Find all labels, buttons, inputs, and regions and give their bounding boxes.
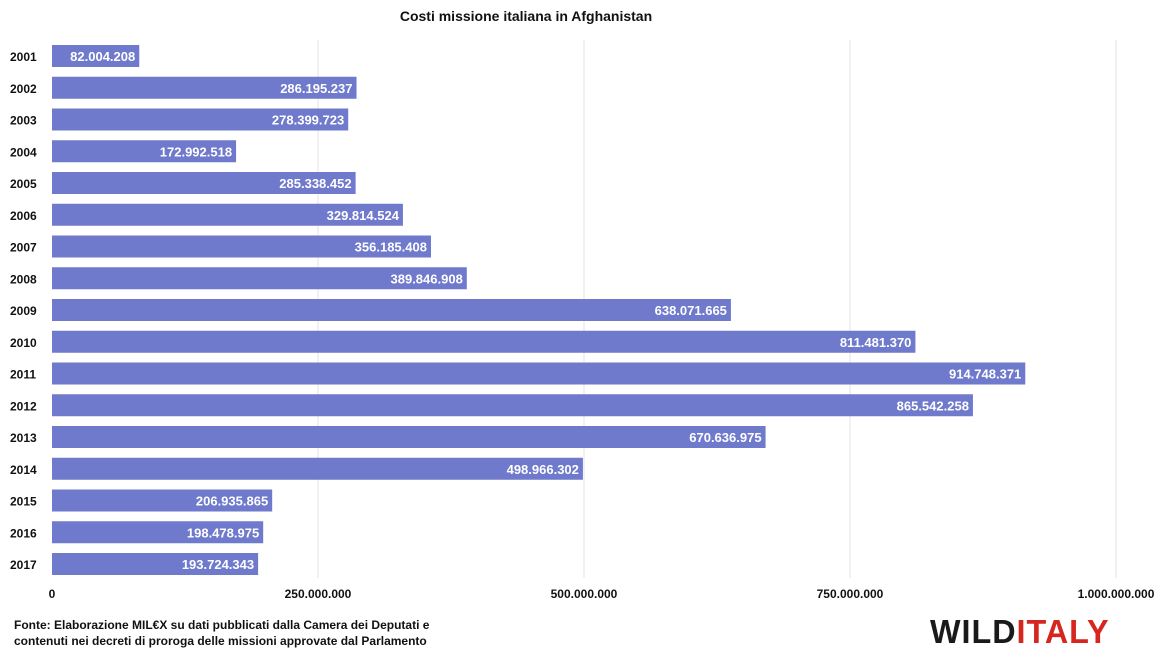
bar-value-label: 811.481.370 xyxy=(840,335,912,350)
bar xyxy=(52,76,357,99)
bar xyxy=(52,394,973,417)
bar-value-label: 389.846.908 xyxy=(391,271,463,286)
wilditaly-logo: WILDITALY xyxy=(930,613,1110,651)
bar-value-label: 198.478.975 xyxy=(187,525,259,540)
bar-value-label: 285.338.452 xyxy=(279,176,351,191)
x-tick-label: 750.000.000 xyxy=(817,587,884,601)
chart-title: Costi missione italiana in Afghanistan xyxy=(399,8,653,24)
y-category-label: 2005 xyxy=(10,177,37,191)
bar xyxy=(52,457,583,480)
footnote-line-2: contenuti nei decreti di proroga delle m… xyxy=(14,634,427,648)
bar xyxy=(52,108,349,131)
y-category-label: 2008 xyxy=(10,272,37,286)
y-category-label: 2013 xyxy=(10,431,37,445)
y-category-label: 2002 xyxy=(10,82,37,96)
y-category-label: 2016 xyxy=(10,526,37,540)
bar-value-label: 914.748.371 xyxy=(949,367,1021,382)
y-category-label: 2009 xyxy=(10,304,37,318)
y-category-label: 2007 xyxy=(10,241,37,255)
bar xyxy=(52,172,356,194)
bar-value-label: 206.935.865 xyxy=(196,494,268,509)
y-category-label: 2001 xyxy=(10,50,37,64)
bar xyxy=(52,299,731,321)
logo-italy: ITALY xyxy=(1016,613,1110,650)
bar xyxy=(52,553,259,575)
logo-wild: WILD xyxy=(930,613,1017,650)
bar-value-label: 286.195.237 xyxy=(280,81,352,96)
bar-value-label: 356.185.408 xyxy=(355,240,427,255)
bar-value-label: 172.992.518 xyxy=(160,144,232,159)
bar xyxy=(52,362,1026,385)
bar-value-label: 278.399.723 xyxy=(272,113,344,128)
bars: 82.004.208 286.195.237 278.399.723 172.992.… xyxy=(52,45,1026,575)
bar-value-label: 670.636.975 xyxy=(689,430,761,445)
y-category-label: 2006 xyxy=(10,209,37,223)
bar xyxy=(52,140,237,163)
x-axis-labels: 0 250.000.000 500.000.000 750.000.000 1.000.… xyxy=(49,587,1155,601)
bar-value-label: 865.542.258 xyxy=(897,398,969,413)
x-tick-label: 1.000.000.000 xyxy=(1078,587,1155,601)
x-tick-label: 500.000.000 xyxy=(551,587,618,601)
y-axis-labels: 2001 2002 2003 2004 2005 2006 2007 2008 2009 2010… xyxy=(10,50,37,572)
bar xyxy=(52,426,766,448)
bar xyxy=(52,330,916,353)
bar-value-label: 638.071.665 xyxy=(655,303,727,318)
bar-value-label: 329.814.524 xyxy=(327,208,400,223)
footnote-line-1: Fonte: Elaborazione MIL€X su dati pubbli… xyxy=(14,618,430,632)
bar xyxy=(52,45,140,67)
source-footnote: Fonte: Elaborazione MIL€X su dati pubbli… xyxy=(14,617,574,649)
y-category-label: 2017 xyxy=(10,558,37,572)
bar xyxy=(52,203,403,226)
y-category-label: 2012 xyxy=(10,399,37,413)
y-category-label: 2011 xyxy=(10,368,36,382)
bar xyxy=(52,267,467,290)
bar xyxy=(52,521,264,544)
y-category-label: 2014 xyxy=(10,463,37,477)
y-category-label: 2003 xyxy=(10,114,37,128)
x-tick-label: 0 xyxy=(49,587,56,601)
y-category-label: 2015 xyxy=(10,495,37,509)
bar-value-label: 498.966.302 xyxy=(507,462,579,477)
bar xyxy=(52,489,273,512)
y-category-label: 2004 xyxy=(10,145,37,159)
bar-chart: 82.004.208 286.195.237 278.399.723 172.992.… xyxy=(10,40,1155,601)
bar-value-label: 193.724.343 xyxy=(182,557,254,572)
bar xyxy=(52,235,431,258)
x-tick-label: 250.000.000 xyxy=(285,587,352,601)
bar-value-label: 82.004.208 xyxy=(70,49,135,64)
y-category-label: 2010 xyxy=(10,336,37,350)
